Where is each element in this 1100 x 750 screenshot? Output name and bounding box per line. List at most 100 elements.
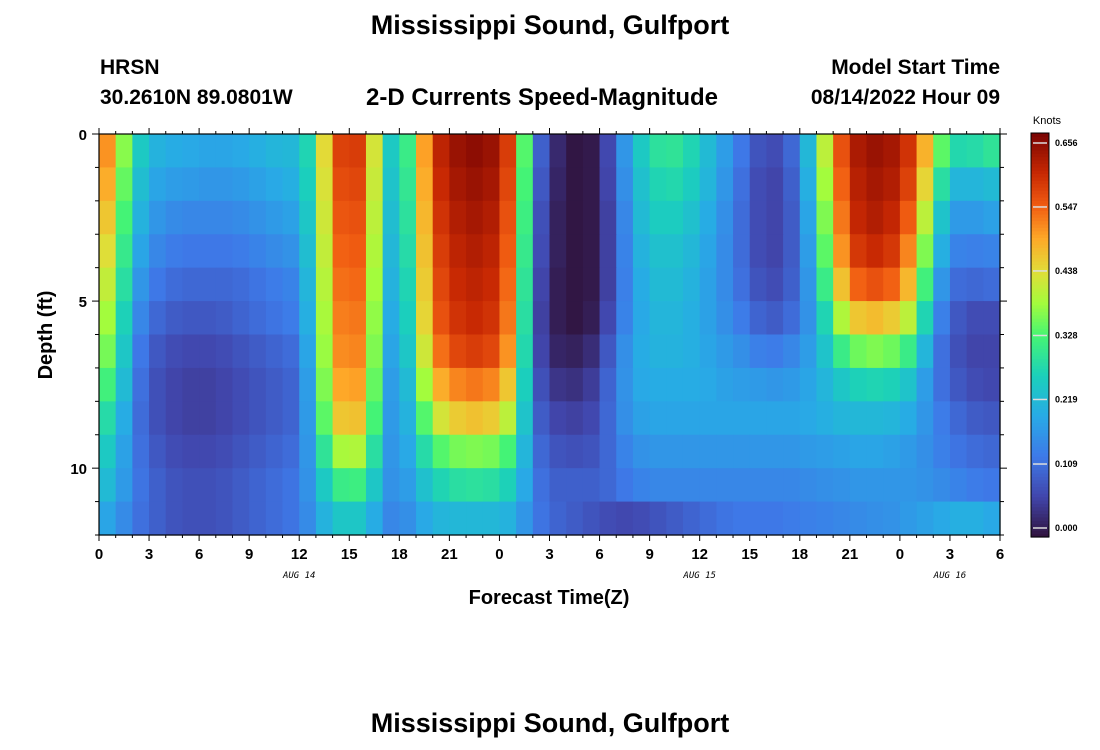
heatmap-cell (666, 401, 684, 436)
y-tick-label: 5 (79, 294, 87, 311)
heatmap-cell (165, 334, 184, 369)
heatmap-cell (849, 401, 868, 436)
heatmap-cell (883, 401, 901, 436)
heatmap-cell (682, 334, 701, 369)
colorbar-segment (1031, 304, 1049, 309)
heatmap-cell (349, 200, 367, 235)
heatmap-cell (265, 334, 284, 369)
heatmap-cell (416, 200, 434, 235)
colorbar-segment (1031, 496, 1049, 501)
heatmap-cell (115, 267, 133, 302)
heatmap-cell (499, 200, 517, 235)
heatmap-cell (249, 334, 267, 369)
heatmap-cell (966, 501, 984, 536)
heatmap-cell (115, 200, 133, 235)
x-tick-label: 18 (791, 546, 808, 563)
colorbar-segment (1031, 257, 1049, 262)
colorbar-segment (1031, 466, 1049, 471)
colorbar-segment (1031, 499, 1049, 504)
heatmap-cell (933, 167, 951, 202)
heatmap-cell (733, 267, 751, 302)
heatmap-cell (783, 367, 801, 402)
heatmap-cell (983, 468, 1001, 503)
heatmap-cell (215, 267, 234, 302)
heatmap-cell (983, 334, 1001, 369)
heatmap-cell (499, 267, 517, 302)
heatmap-cell (365, 434, 384, 469)
heatmap-cell (833, 134, 851, 169)
heatmap-cell (649, 167, 667, 202)
heatmap-cell (315, 401, 334, 436)
heatmap-cell (165, 301, 184, 336)
heatmap-cell (399, 134, 417, 169)
heatmap-cell (182, 468, 200, 503)
heatmap-cell (632, 401, 651, 436)
heatmap-cell (315, 167, 334, 202)
x-date-label: AUG 16 (933, 571, 967, 581)
heatmap-cell (416, 334, 434, 369)
heatmap-cell (649, 401, 667, 436)
heatmap-cell (215, 200, 234, 235)
heatmap-cell (566, 334, 584, 369)
heatmap-cell (449, 334, 467, 369)
heatmap-cell (149, 234, 167, 269)
heatmap-cell (282, 367, 300, 402)
heatmap-cell (933, 301, 951, 336)
heatmap-cell (315, 267, 334, 302)
colorbar-segment (1031, 486, 1049, 491)
heatmap-cell (616, 468, 634, 503)
heatmap-cell (749, 301, 768, 336)
heatmap-cell (582, 334, 601, 369)
colorbar-segment (1031, 372, 1049, 376)
heatmap-cell (699, 501, 717, 536)
heatmap-cell (365, 501, 384, 536)
heatmap-cell (449, 434, 467, 469)
colorbar-segment (1031, 513, 1049, 518)
heatmap-cell (182, 367, 200, 402)
heatmap-cell (799, 200, 818, 235)
heatmap-cell (282, 134, 300, 169)
heatmap-cell (766, 334, 784, 369)
heatmap-cell (749, 434, 768, 469)
model-start-value: 08/14/2022 Hour 09 (810, 86, 1000, 109)
heatmap-cell (132, 267, 150, 302)
heatmap-cell (449, 468, 467, 503)
heatmap-cell (399, 367, 417, 402)
heatmap-cell (632, 301, 651, 336)
heatmap-cell (616, 367, 634, 402)
heatmap-cell (482, 367, 501, 402)
heatmap-cell (983, 234, 1001, 269)
heatmap-cell (833, 367, 851, 402)
heatmap-cell (182, 334, 200, 369)
heatmap-cell (666, 501, 684, 536)
colorbar-segment (1031, 311, 1049, 316)
x-tick-label: 0 (896, 546, 904, 563)
y-tick-label: 10 (70, 461, 87, 478)
heatmap-cell (616, 134, 634, 169)
heatmap-cell (783, 301, 801, 336)
colorbar-segment (1031, 493, 1049, 498)
heatmap-cell (933, 367, 951, 402)
heatmap-cell (866, 401, 884, 436)
heatmap-cell (899, 167, 918, 202)
heatmap-cell (516, 301, 534, 336)
colorbar-segment (1031, 429, 1049, 434)
heatmap-cell (783, 334, 801, 369)
colorbar-segment (1031, 240, 1049, 245)
heatmap-cell (349, 501, 367, 536)
heatmap-cell (482, 234, 501, 269)
heatmap-cell (165, 267, 184, 302)
heatmap-cell (949, 200, 968, 235)
heatmap-cell (649, 234, 667, 269)
heatmap-cell (182, 134, 200, 169)
heatmap-cell (349, 434, 367, 469)
heatmap-cell (499, 167, 517, 202)
heatmap-cell (199, 367, 217, 402)
colorbar-tick-label: 0.656 (1055, 138, 1078, 148)
heatmap-cell (666, 200, 684, 235)
heatmap-cell (966, 367, 984, 402)
heatmap-cell (883, 334, 901, 369)
heatmap-cell (265, 501, 284, 536)
heatmap-cell (432, 501, 450, 536)
heatmap-cell (315, 468, 334, 503)
